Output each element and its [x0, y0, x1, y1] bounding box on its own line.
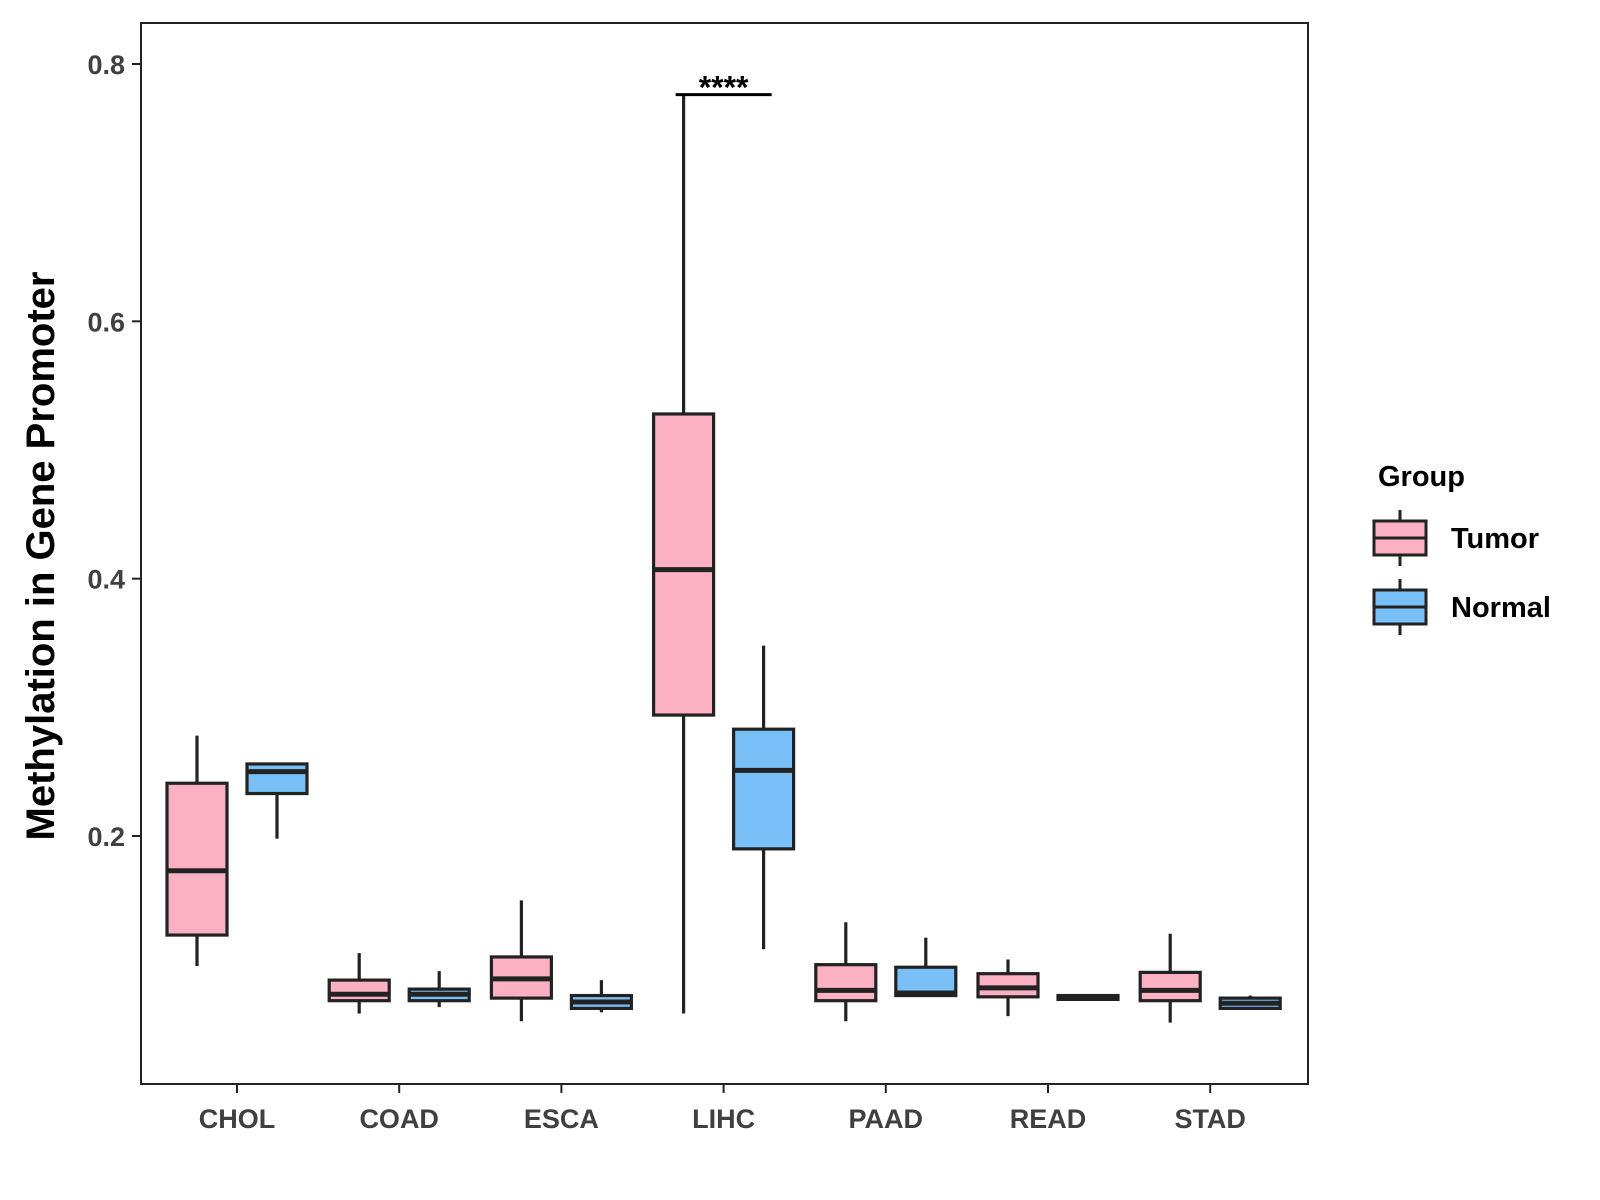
box-tumor-read — [976, 959, 1040, 1017]
box-normal-chol — [245, 762, 309, 839]
y-tick-label: 0.2 — [87, 822, 125, 852]
box-tumor-lihc — [651, 93, 716, 1014]
x-tick-label-paad: PAAD — [849, 1104, 924, 1134]
box-tumor-stad — [1138, 933, 1202, 1023]
x-tick-label-read: READ — [1010, 1104, 1087, 1134]
x-tick-label-esca: ESCA — [524, 1104, 599, 1134]
box-iqr — [814, 963, 878, 1003]
x-tick-label-chol: CHOL — [199, 1104, 276, 1134]
box-iqr — [327, 978, 391, 1003]
box-tumor-chol — [165, 735, 229, 966]
legend-label: Normal — [1451, 592, 1551, 624]
y-tick-label: 0.4 — [87, 565, 125, 595]
y-axis-title: Methylation in Gene Promoter — [19, 272, 63, 841]
box-normal-read — [1056, 993, 1120, 1002]
box-tumor-paad — [814, 922, 878, 1022]
y-tick-label: 0.6 — [87, 307, 125, 337]
box-iqr — [976, 972, 1040, 999]
box-normal-lihc — [731, 645, 796, 950]
box-normal-stad — [1218, 995, 1282, 1011]
box-normal-paad — [894, 937, 958, 998]
y-tick-label: 0.8 — [87, 50, 125, 80]
box-normal-esca — [569, 980, 634, 1013]
annotations: **** — [675, 70, 772, 106]
legend-label: Tumor — [1451, 523, 1539, 555]
x-tick-label-coad: COAD — [359, 1104, 439, 1134]
box-iqr — [1138, 970, 1202, 1003]
box-tumor-esca — [489, 900, 553, 1022]
y-axis: 0.2 0.4 0.6 0.8 — [87, 50, 141, 852]
x-tick-label-lihc: LIHC — [692, 1104, 755, 1134]
box-normal-coad — [407, 971, 471, 1008]
box-tumor-coad — [327, 953, 391, 1014]
legend-title: Group — [1378, 461, 1465, 493]
significance-label: **** — [699, 70, 749, 106]
x-tick-label-stad: STAD — [1174, 1104, 1246, 1134]
boxes — [165, 93, 1282, 1023]
box-iqr — [245, 762, 309, 796]
plot-panel — [140, 22, 1309, 1085]
legend-item-normal: Normal — [1372, 579, 1551, 635]
box-iqr — [165, 781, 229, 937]
x-axis: CHOL COAD ESCA LIHC PAAD READ STAD — [199, 1084, 1246, 1134]
box-iqr — [731, 727, 796, 851]
legend-item-tumor: Tumor — [1372, 510, 1539, 566]
box-iqr — [651, 412, 716, 717]
legend: Group Tumor Normal — [1372, 461, 1551, 635]
